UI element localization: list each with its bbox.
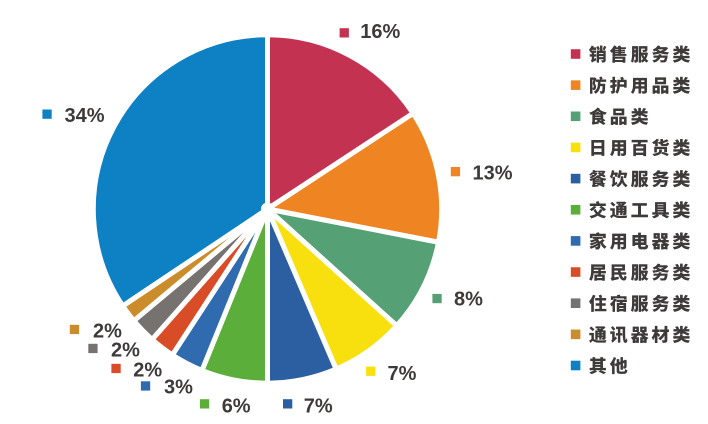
svg-text:6%: 6% — [222, 395, 251, 417]
svg-text:2%: 2% — [93, 320, 122, 342]
svg-text:2%: 2% — [133, 359, 162, 381]
svg-text:13%: 13% — [473, 163, 513, 185]
svg-text:7%: 7% — [304, 395, 333, 417]
svg-text:3%: 3% — [164, 376, 193, 398]
svg-text:7%: 7% — [388, 363, 417, 385]
svg-text:8%: 8% — [454, 289, 483, 311]
svg-text:2%: 2% — [111, 339, 140, 361]
svg-text:34%: 34% — [65, 105, 105, 127]
svg-text:16%: 16% — [360, 21, 400, 43]
